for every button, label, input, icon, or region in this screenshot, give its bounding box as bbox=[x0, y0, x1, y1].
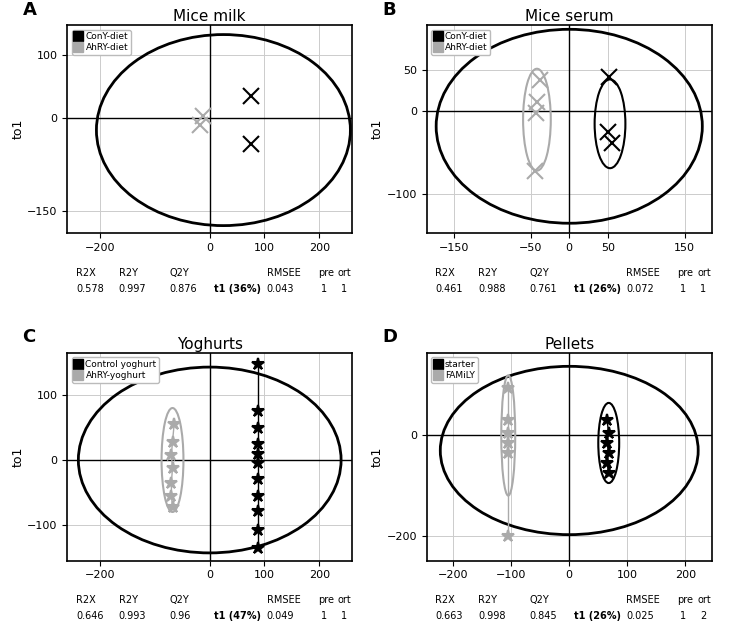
Text: 0.761: 0.761 bbox=[530, 284, 557, 294]
Text: 1: 1 bbox=[321, 611, 327, 621]
Text: RMSEE: RMSEE bbox=[267, 595, 300, 605]
Title: Mice serum: Mice serum bbox=[525, 9, 613, 24]
Text: R2Y: R2Y bbox=[478, 595, 497, 605]
Text: 0.988: 0.988 bbox=[478, 284, 506, 294]
Y-axis label: to1: to1 bbox=[11, 119, 25, 139]
Y-axis label: to1: to1 bbox=[371, 119, 384, 139]
Legend: starter, FAMiLY: starter, FAMiLY bbox=[431, 357, 478, 382]
Text: 1: 1 bbox=[680, 611, 686, 621]
Text: A: A bbox=[22, 1, 37, 19]
Text: R2Y: R2Y bbox=[118, 268, 138, 278]
Text: R2Y: R2Y bbox=[118, 595, 138, 605]
Text: 0.997: 0.997 bbox=[118, 284, 146, 294]
Text: 1: 1 bbox=[341, 611, 347, 621]
Text: R2X: R2X bbox=[76, 268, 96, 278]
Text: B: B bbox=[382, 1, 395, 19]
Text: 0.998: 0.998 bbox=[478, 611, 506, 621]
Y-axis label: to1: to1 bbox=[11, 447, 25, 467]
Text: 0.663: 0.663 bbox=[435, 611, 463, 621]
Text: pre: pre bbox=[677, 595, 694, 605]
Text: 0.993: 0.993 bbox=[118, 611, 146, 621]
Text: 0.96: 0.96 bbox=[170, 611, 191, 621]
Legend: ConY-diet, AhRY-diet: ConY-diet, AhRY-diet bbox=[72, 30, 131, 55]
Text: ort: ort bbox=[697, 268, 711, 278]
Text: 1: 1 bbox=[700, 284, 706, 294]
Text: C: C bbox=[22, 328, 36, 347]
Text: Q2Y: Q2Y bbox=[170, 595, 189, 605]
Text: 0.578: 0.578 bbox=[76, 284, 103, 294]
Text: 0.845: 0.845 bbox=[530, 611, 557, 621]
Text: t1 (26%): t1 (26%) bbox=[574, 611, 620, 621]
Text: Q2Y: Q2Y bbox=[530, 595, 549, 605]
Text: 0.025: 0.025 bbox=[626, 611, 654, 621]
Text: 2: 2 bbox=[700, 611, 706, 621]
Text: R2X: R2X bbox=[435, 595, 455, 605]
Legend: ConY-diet, AhRY-diet: ConY-diet, AhRY-diet bbox=[431, 30, 491, 55]
Legend: Control yoghurt, AhRY-yoghurt: Control yoghurt, AhRY-yoghurt bbox=[72, 357, 160, 382]
Title: Yoghurts: Yoghurts bbox=[177, 336, 243, 352]
Text: 0.461: 0.461 bbox=[435, 284, 463, 294]
Text: 0.049: 0.049 bbox=[267, 611, 294, 621]
Text: t1 (36%): t1 (36%) bbox=[214, 284, 261, 294]
Text: Q2Y: Q2Y bbox=[530, 268, 549, 278]
Title: Mice milk: Mice milk bbox=[174, 9, 246, 24]
Text: 1: 1 bbox=[341, 284, 347, 294]
Text: 0.043: 0.043 bbox=[267, 284, 294, 294]
Text: 1: 1 bbox=[321, 284, 327, 294]
Text: 0.072: 0.072 bbox=[626, 284, 654, 294]
Text: RMSEE: RMSEE bbox=[626, 268, 660, 278]
Text: pre: pre bbox=[318, 595, 334, 605]
Text: ort: ort bbox=[338, 268, 351, 278]
Text: RMSEE: RMSEE bbox=[626, 595, 660, 605]
Text: 0.646: 0.646 bbox=[76, 611, 103, 621]
Text: pre: pre bbox=[677, 268, 694, 278]
Y-axis label: to1: to1 bbox=[371, 447, 384, 467]
Text: Q2Y: Q2Y bbox=[170, 268, 189, 278]
Text: R2Y: R2Y bbox=[478, 268, 497, 278]
Text: t1 (26%): t1 (26%) bbox=[574, 284, 620, 294]
Text: D: D bbox=[382, 328, 397, 347]
Text: pre: pre bbox=[318, 268, 334, 278]
Text: ort: ort bbox=[697, 595, 711, 605]
Title: Pellets: Pellets bbox=[544, 336, 595, 352]
Text: R2X: R2X bbox=[435, 268, 455, 278]
Text: t1 (47%): t1 (47%) bbox=[214, 611, 261, 621]
Text: 1: 1 bbox=[680, 284, 686, 294]
Text: R2X: R2X bbox=[76, 595, 96, 605]
Text: 0.876: 0.876 bbox=[170, 284, 198, 294]
Text: RMSEE: RMSEE bbox=[267, 268, 300, 278]
Text: ort: ort bbox=[338, 595, 351, 605]
